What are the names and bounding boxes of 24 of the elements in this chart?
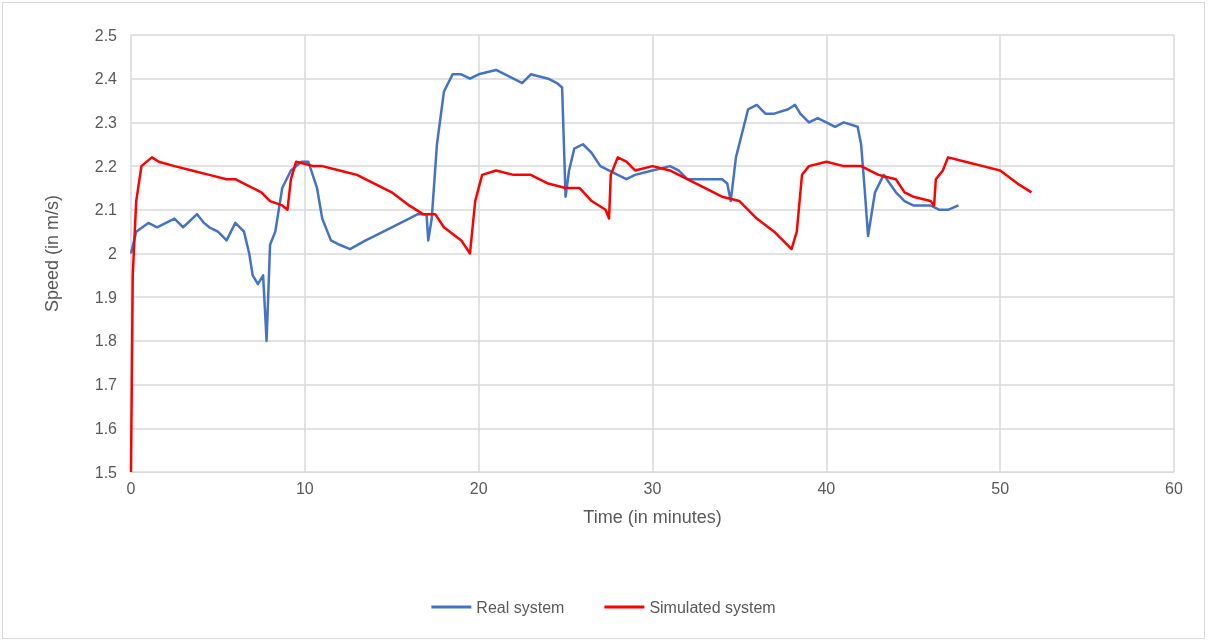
y-tick-label: 1.8 [94, 332, 118, 350]
y-tick-label: 1.6 [94, 419, 118, 437]
legend-label: Simulated system [649, 598, 776, 616]
x-tick-label: 30 [643, 479, 662, 497]
x-tick-label: 10 [295, 479, 314, 497]
x-tick-label: 0 [126, 479, 136, 497]
y-tick-label: 2.1 [94, 201, 118, 219]
y-tick-label: 2.5 [94, 26, 118, 44]
y-axis-title: Speed (in m/s) [42, 194, 62, 313]
x-tick-label: 60 [1165, 479, 1183, 497]
x-tick-label: 20 [469, 479, 488, 497]
y-tick-label: 1.5 [94, 463, 118, 481]
line-series [129, 68, 960, 343]
y-tick-label: 2.2 [94, 157, 118, 175]
y-tick-label: 2.4 [94, 70, 118, 88]
x-axis-title: Time (in minutes) [583, 507, 722, 527]
y-tick-label: 2.3 [94, 113, 118, 131]
legend-label: Real system [476, 598, 565, 616]
y-tick-label: 1.7 [94, 376, 118, 394]
line-series [129, 156, 1033, 474]
y-tick-label: 2 [108, 245, 118, 262]
y-tick-label: 1.9 [94, 288, 118, 306]
x-tick-label: 40 [817, 479, 836, 497]
x-tick-label: 50 [991, 479, 1010, 497]
